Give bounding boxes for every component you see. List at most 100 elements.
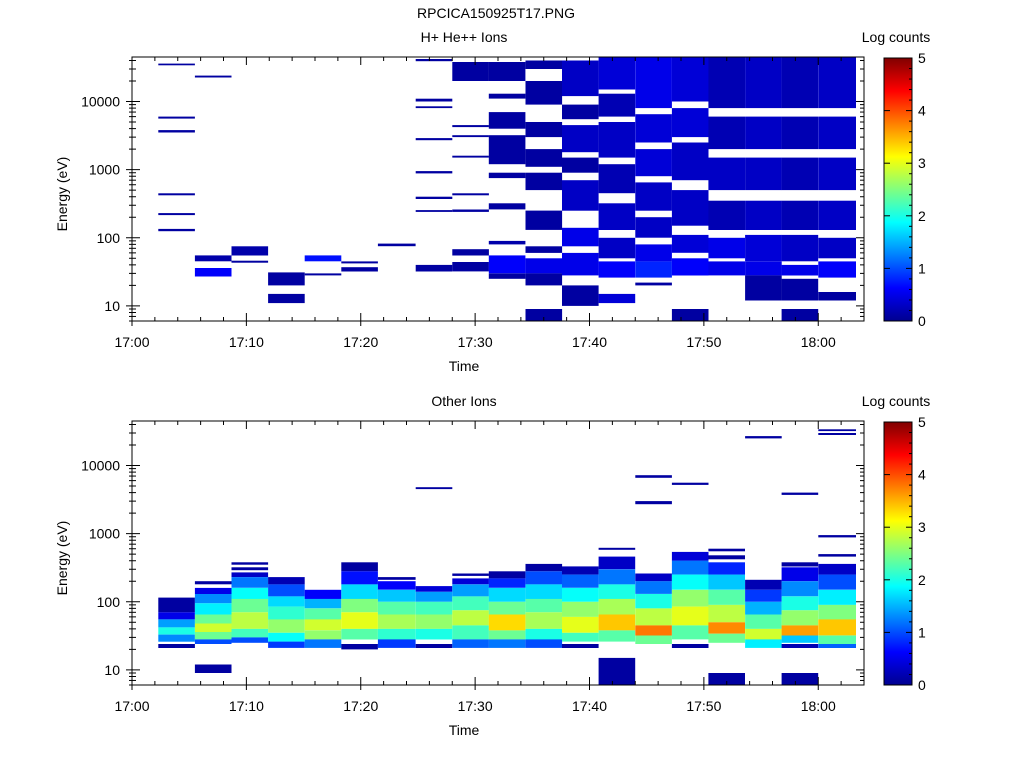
heatmap-cell — [525, 210, 563, 230]
heatmap-cell — [562, 157, 599, 173]
heatmap-cell — [635, 475, 672, 478]
colorbar-label: Log counts — [862, 393, 931, 409]
colorbar-tick-label: 2 — [918, 572, 926, 588]
heatmap-cell — [781, 625, 819, 636]
colorbar-tick-label: 0 — [918, 313, 926, 329]
heatmap-cell — [562, 104, 599, 120]
heatmap-cell — [598, 598, 636, 615]
heatmap-cell — [525, 149, 563, 167]
heatmap-cell — [671, 190, 709, 226]
heatmap-cell — [194, 594, 232, 604]
heatmap-cell — [231, 637, 269, 643]
heatmap-cell — [488, 273, 526, 279]
heatmap-cell — [415, 586, 453, 592]
heatmap-cell — [818, 57, 856, 109]
heatmap-cell — [671, 551, 709, 561]
heatmap-cell — [708, 237, 745, 259]
heatmap-cell — [488, 587, 526, 602]
heatmap-cell — [268, 272, 305, 286]
heatmap-cell — [818, 554, 856, 557]
heatmap-cell — [158, 644, 195, 648]
heatmap-cell — [745, 200, 782, 230]
heatmap-cell — [671, 644, 709, 648]
heatmap-cell — [745, 57, 782, 109]
heatmap-cell — [452, 596, 489, 611]
heatmap-cell — [635, 573, 672, 582]
colorbar — [883, 57, 913, 322]
heatmap-cell — [452, 262, 489, 272]
heatmap-cell — [818, 157, 856, 191]
heatmap-cell — [488, 112, 526, 129]
panel-title: H+ He++ Ions — [421, 29, 508, 45]
heatmap-cell — [194, 639, 232, 644]
heatmap-cell — [488, 630, 526, 640]
heatmap-cell — [781, 234, 819, 262]
heatmap-cell — [671, 142, 709, 181]
x-tick-label: 18:00 — [801, 334, 836, 350]
heatmap-cell — [488, 639, 526, 648]
x-tick-label: 17:20 — [343, 698, 378, 714]
heatmap-cell — [818, 535, 856, 538]
heatmap-cell — [231, 246, 269, 256]
heatmap-cell — [268, 293, 305, 304]
heatmap-cell — [525, 246, 563, 253]
heatmap-cell — [671, 258, 709, 276]
heatmap-cell — [745, 628, 782, 640]
colorbar-tick-label: 3 — [918, 519, 926, 535]
heatmap-cell — [708, 548, 745, 552]
heatmap-cell — [745, 436, 782, 439]
heatmap-cell — [525, 122, 563, 138]
heatmap-cell — [377, 577, 416, 580]
heatmap-cell — [562, 252, 599, 276]
heatmap-cell — [562, 227, 599, 247]
heatmap-cell — [781, 644, 819, 648]
heatmap-cell — [745, 157, 782, 191]
heatmap-cell — [377, 639, 416, 648]
heatmap-cell — [488, 255, 526, 274]
heatmap-cell — [304, 589, 342, 599]
heatmap-cell — [781, 157, 819, 191]
heatmap-cell — [635, 217, 672, 238]
y-tick-label: 10000 — [81, 458, 120, 474]
heatmap-cell — [525, 639, 563, 648]
heatmap-cell — [525, 60, 563, 69]
heatmap-cell — [231, 628, 269, 638]
heatmap-cell — [415, 591, 453, 602]
y-tick-label: 100 — [97, 594, 121, 610]
heatmap-cell — [635, 501, 672, 505]
heatmap-cell — [818, 589, 856, 605]
x-tick-label: 17:50 — [686, 698, 721, 714]
x-tick-label: 17:40 — [572, 334, 607, 350]
heatmap-cell — [708, 574, 745, 590]
heatmap-cell — [745, 116, 782, 150]
heatmap-cell — [562, 644, 599, 648]
heatmap-cell — [488, 135, 526, 165]
heatmap-cell — [231, 598, 269, 613]
heatmap-cell — [415, 601, 453, 615]
y-axis-label: Energy (eV) — [54, 521, 70, 596]
colorbar-tick-label: 4 — [918, 467, 926, 483]
heatmap-cell — [415, 628, 453, 640]
heatmap-cell — [635, 261, 672, 278]
heatmap-cell — [341, 598, 378, 613]
heatmap-cell — [781, 562, 819, 567]
heatmap-cell — [452, 584, 489, 597]
heatmap-cell — [452, 573, 489, 576]
colorbar-tick-label: 2 — [918, 208, 926, 224]
x-tick-label: 17:50 — [686, 334, 721, 350]
heatmap-cell — [708, 555, 745, 560]
heatmap-cell — [818, 635, 856, 644]
heatmap-cell — [158, 619, 195, 628]
heatmap-cell — [341, 644, 378, 650]
heatmap-cell — [635, 635, 672, 644]
heatmap-cell — [671, 108, 709, 138]
heatmap-cell — [635, 57, 672, 109]
heatmap-cell — [415, 138, 453, 141]
heatmap-cell — [671, 560, 709, 575]
heatmap-cell — [745, 579, 782, 590]
heatmap-cell — [231, 567, 269, 571]
panel-title: Other Ions — [431, 393, 496, 409]
heatmap-cell — [745, 275, 782, 301]
heatmap-cell — [415, 210, 453, 212]
heatmap-cell — [635, 625, 672, 636]
